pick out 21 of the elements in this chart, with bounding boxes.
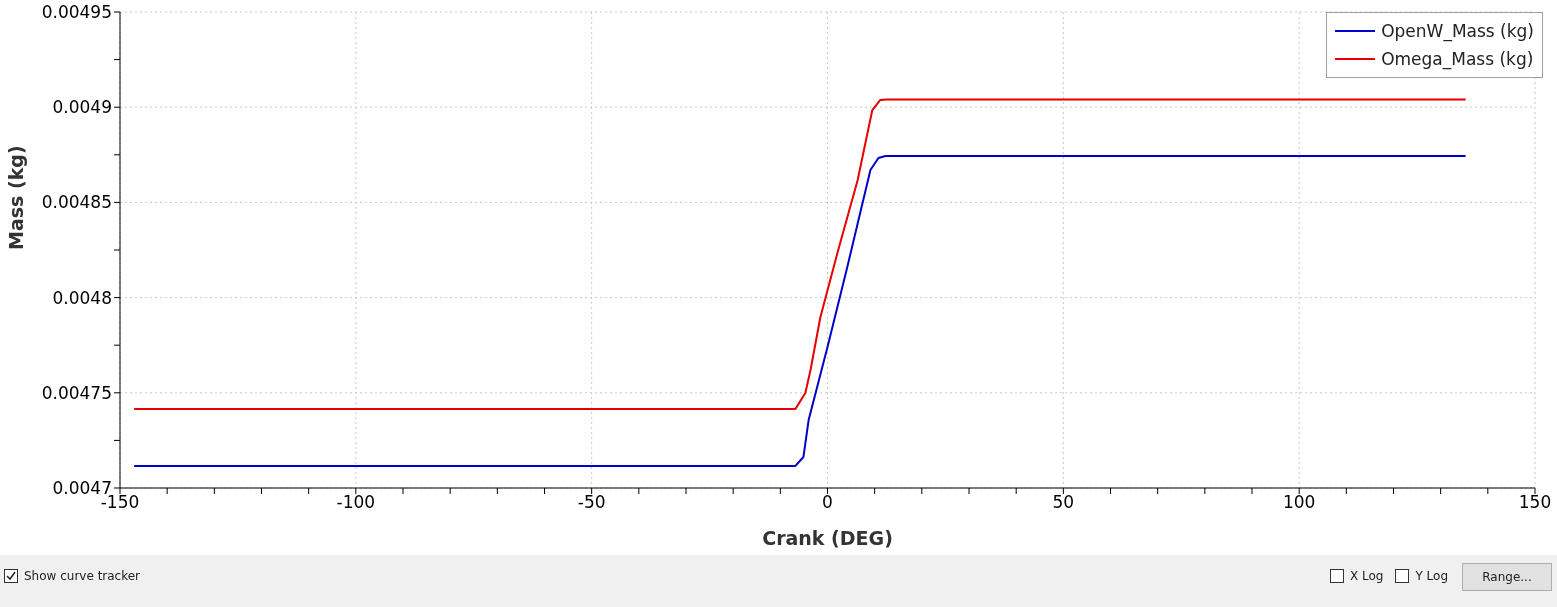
text: Show curve tracker — [24, 569, 141, 583]
line-series — [133, 154, 1467, 467]
text: X Log — [1350, 569, 1384, 583]
x-tick-label: -100 — [336, 492, 376, 513]
x-tick-label: 150 — [1518, 492, 1552, 513]
x-tick-label: 100 — [1282, 492, 1316, 513]
x-tick-label: 50 — [1052, 492, 1075, 513]
x-tick-label: -50 — [577, 492, 606, 513]
line-series — [133, 98, 1467, 410]
button: Range... — [1462, 563, 1552, 591]
legend-label: OpenW_Mass (kg) — [1381, 21, 1534, 41]
y-axis-title: Mass (kg) — [4, 145, 27, 250]
legend-label: Omega_Mass (kg) — [1381, 49, 1534, 69]
y-tick-label: 0.00485 — [41, 192, 112, 213]
x-axis-title: Crank (DEG) — [762, 527, 893, 549]
y-tick-label: 0.00475 — [41, 382, 112, 403]
x-tick-label: 0 — [822, 492, 833, 513]
y-tick-label: 0.0048 — [52, 287, 112, 308]
y-tick-label: 0.0049 — [52, 97, 112, 118]
text: Y Log — [1415, 569, 1449, 583]
y-tick-label: 0.00495 — [41, 2, 112, 23]
